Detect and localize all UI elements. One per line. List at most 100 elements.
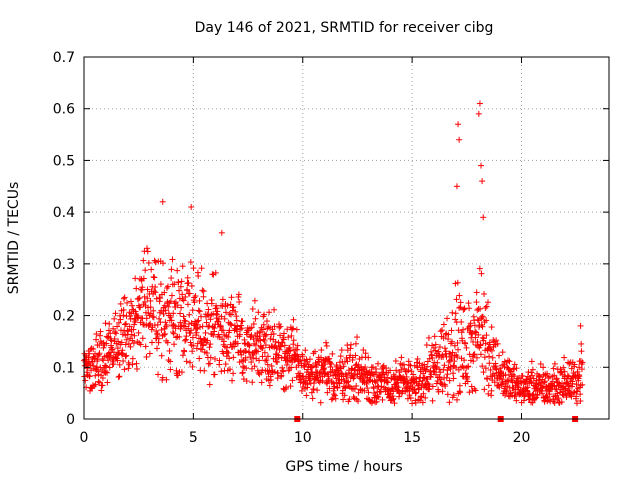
data-point (308, 389, 315, 396)
data-point (182, 337, 189, 344)
data-point (88, 367, 95, 374)
data-point (115, 374, 122, 381)
data-point (270, 330, 277, 337)
data-point (477, 341, 484, 348)
data-point (266, 309, 273, 316)
data-point (258, 379, 265, 386)
data-point (144, 286, 151, 293)
data-point (453, 296, 460, 303)
data-point (170, 330, 177, 337)
data-point (114, 323, 121, 330)
data-point (199, 323, 206, 330)
data-point (489, 354, 496, 361)
data-point (355, 398, 362, 405)
data-point (197, 324, 204, 331)
data-point (200, 341, 207, 348)
data-point (329, 350, 336, 357)
data-point (444, 371, 451, 378)
data-point (486, 353, 493, 360)
data-point (474, 316, 481, 323)
data-point (120, 295, 127, 302)
data-point (171, 300, 178, 307)
data-point (429, 383, 436, 390)
data-point (261, 337, 268, 344)
data-point (341, 358, 348, 365)
data-point (202, 329, 209, 336)
data-point (439, 388, 446, 395)
data-point (577, 358, 584, 365)
data-point (252, 342, 259, 349)
data-point (275, 354, 282, 361)
data-point (155, 371, 162, 378)
data-point (203, 350, 210, 357)
data-point (183, 358, 190, 365)
data-point (141, 293, 148, 300)
data-point (248, 324, 255, 331)
data-point (429, 397, 436, 404)
data-point (123, 336, 130, 343)
data-point (470, 351, 477, 358)
data-point (271, 306, 278, 313)
data-point (206, 381, 213, 388)
data-point (460, 306, 467, 313)
data-point (550, 365, 557, 372)
data-point (188, 282, 195, 289)
data-point (199, 287, 206, 294)
data-point (480, 214, 487, 221)
data-point (340, 396, 347, 403)
data-point (461, 357, 468, 364)
data-point (167, 298, 174, 305)
data-point (158, 326, 165, 333)
data-point (440, 335, 447, 342)
data-point (160, 310, 167, 317)
data-point (146, 321, 153, 328)
data-point (481, 354, 488, 361)
data-point (220, 338, 227, 345)
data-point (122, 341, 129, 348)
data-point (206, 344, 213, 351)
data-point (143, 353, 150, 360)
data-point (114, 345, 121, 352)
data-point (317, 399, 324, 406)
data-point (122, 353, 129, 360)
data-point (316, 359, 323, 366)
data-point (147, 304, 154, 311)
data-point (154, 331, 161, 338)
data-point (294, 353, 301, 360)
data-point (474, 307, 481, 314)
data-point (472, 328, 479, 335)
data-point (110, 325, 117, 332)
data-point (499, 349, 506, 356)
data-point (131, 321, 138, 328)
data-point (413, 389, 420, 396)
data-point (372, 379, 379, 386)
data-point (478, 270, 485, 277)
data-point (122, 332, 129, 339)
data-point (229, 377, 236, 384)
data-point (481, 386, 488, 393)
data-point (176, 287, 183, 294)
data-point (431, 333, 438, 340)
data-points (81, 100, 586, 407)
data-point (107, 352, 114, 359)
data-point (465, 363, 472, 370)
data-point (219, 296, 226, 303)
data-point (423, 341, 430, 348)
data-point (277, 343, 284, 350)
data-point (297, 370, 304, 377)
data-point (444, 315, 451, 322)
y-tick-label: 0.1 (53, 360, 75, 376)
data-point (248, 359, 255, 366)
data-point (149, 313, 156, 320)
data-point (262, 332, 269, 339)
data-point (172, 299, 179, 306)
data-point (106, 320, 113, 327)
data-point (314, 387, 321, 394)
data-point (128, 331, 135, 338)
data-point (331, 392, 338, 399)
data-point (324, 380, 331, 387)
data-point (288, 364, 295, 371)
data-point (226, 355, 233, 362)
data-point (174, 267, 181, 274)
data-point (236, 331, 243, 338)
